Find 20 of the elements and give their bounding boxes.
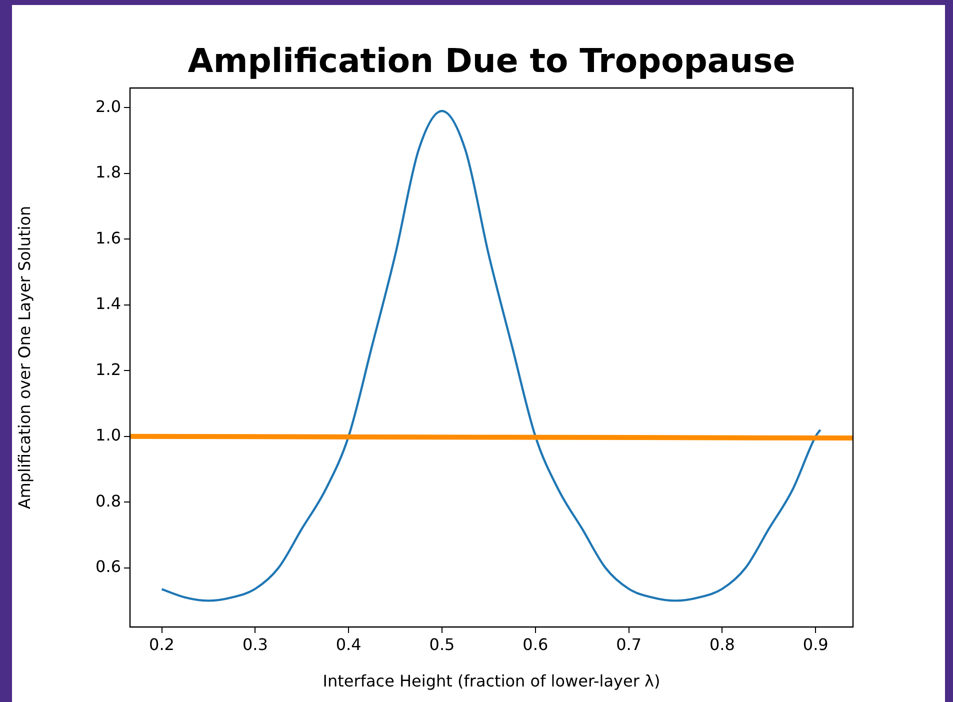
x-axis-title: Interface Height (fraction of lower-layer λ) (322, 672, 660, 691)
x-tick-label: 0.4 (336, 634, 362, 654)
x-tick-label: 0.2 (149, 634, 174, 654)
line-series (160, 110, 822, 602)
y-tick-label: 0.8 (96, 491, 121, 510)
y-tick-label: 1.6 (96, 228, 121, 248)
x-tick-label: 0.8 (710, 634, 735, 654)
y-axis-title: Amplification over One Layer Solution (14, 206, 34, 510)
y-tick-label: 1.2 (96, 360, 121, 379)
y-tick-label: 1.4 (96, 294, 121, 314)
y-tick-label: 2.0 (96, 96, 121, 116)
x-tick-label: 0.7 (616, 634, 642, 654)
x-tick-label: 0.5 (429, 634, 455, 654)
y-tick-label: 0.6 (96, 557, 121, 576)
chart-title: Amplification Due to Tropopause (188, 41, 796, 80)
y-tick-label: 1.0 (96, 426, 121, 445)
x-tick-label: 0.9 (802, 634, 828, 654)
y-tick-label: 1.8 (96, 162, 121, 182)
x-tick-label: 0.3 (242, 634, 268, 654)
x-tick-label: 0.6 (522, 634, 548, 654)
